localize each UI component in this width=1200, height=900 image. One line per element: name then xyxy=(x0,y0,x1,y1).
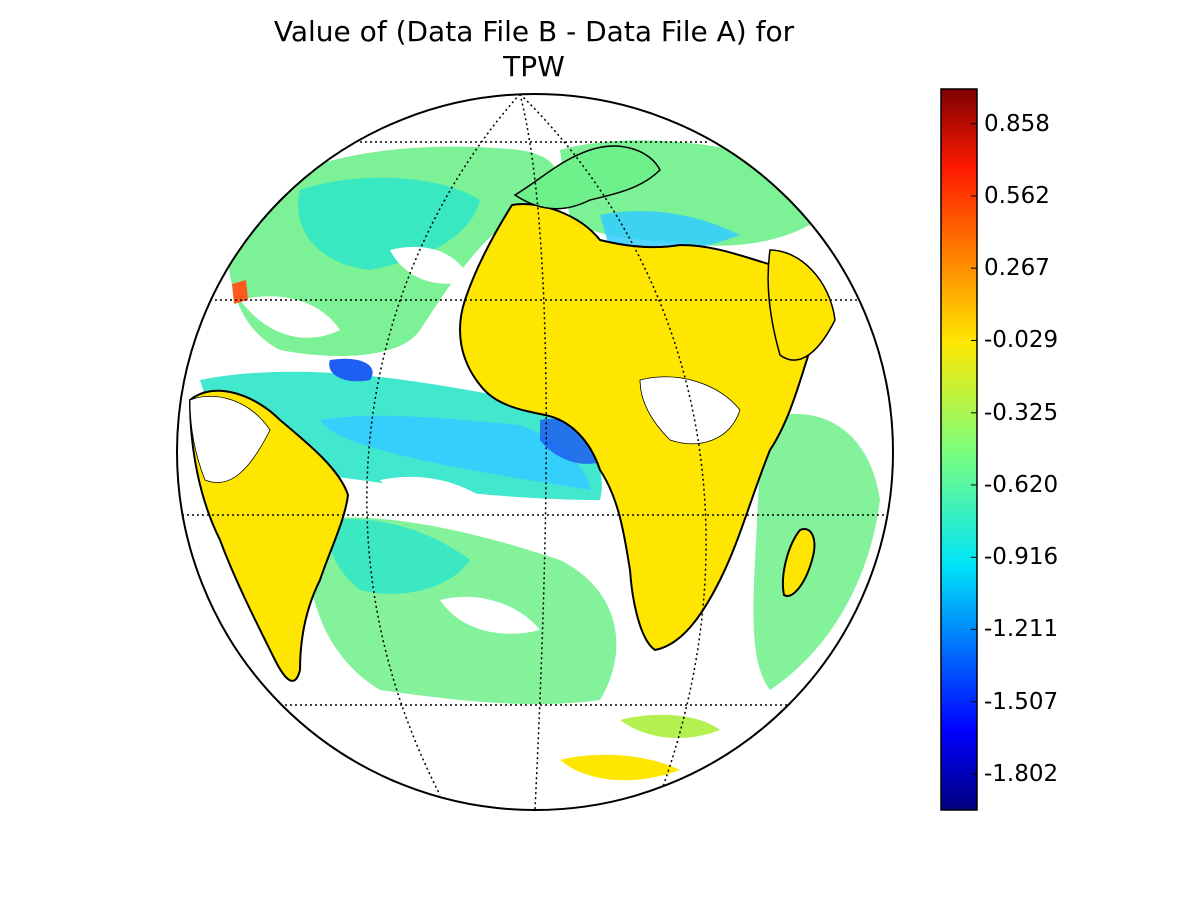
data-region-indian-ocean xyxy=(753,413,880,690)
data-region-equatorial-band xyxy=(320,415,590,490)
colorbar-tick-label: -0.029 xyxy=(984,327,1059,354)
colorbar-tick-label: -1.802 xyxy=(984,760,1059,787)
data-region-southern-strip-2 xyxy=(620,714,720,739)
colorbar-tick-label: 0.562 xyxy=(984,183,1050,210)
data-region-south-atlantic-core xyxy=(328,519,470,594)
colorbar-tick-label: 0.858 xyxy=(984,110,1050,137)
missing-data-patch xyxy=(380,476,500,515)
colorbar-tick-label: -1.211 xyxy=(984,616,1059,643)
data-region-gulf-of-guinea xyxy=(540,419,605,464)
data-region-north-atlantic-core xyxy=(298,177,480,270)
missing-data-patch xyxy=(390,246,470,284)
missing-data-patch xyxy=(240,296,340,338)
globe-outline xyxy=(176,93,894,811)
graticule xyxy=(177,94,893,810)
colorbar-tick-label: -0.916 xyxy=(984,544,1059,571)
colorbar-tick-label: 0.267 xyxy=(984,255,1050,282)
globe-content xyxy=(177,94,893,810)
island-madagascar xyxy=(782,528,816,597)
region-arabia xyxy=(767,249,836,361)
chart-title-line-2: TPW xyxy=(503,50,565,83)
colorbar-ticks xyxy=(971,123,977,775)
data-region-mediterranean xyxy=(600,211,740,255)
data-region-high-values xyxy=(232,280,248,304)
continent-europe xyxy=(513,145,661,210)
colorbar xyxy=(940,88,978,811)
colorbar-tick-label: -0.325 xyxy=(984,399,1059,426)
data-region-southern-strip xyxy=(560,754,680,781)
chart-title-line-1: Value of (Data File B - Data File A) for xyxy=(273,15,795,48)
colorbar-tick-label: -1.507 xyxy=(984,688,1059,715)
colorbar-tick-label: -0.620 xyxy=(984,471,1059,498)
missing-data-patch xyxy=(440,596,540,634)
data-region-low-values xyxy=(329,358,373,382)
missing-data-patch xyxy=(189,396,271,483)
missing-data-patch xyxy=(639,376,741,444)
